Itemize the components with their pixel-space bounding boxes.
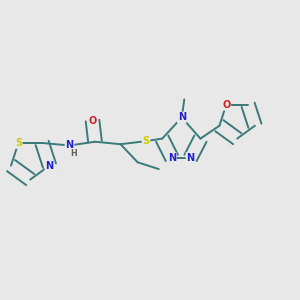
Text: S: S bbox=[142, 136, 150, 146]
Text: N: N bbox=[65, 140, 74, 151]
Text: N: N bbox=[45, 160, 53, 171]
Text: O: O bbox=[88, 116, 97, 126]
Text: N: N bbox=[178, 112, 186, 122]
Text: H: H bbox=[70, 149, 77, 158]
Text: N: N bbox=[168, 153, 176, 163]
Text: S: S bbox=[15, 138, 22, 148]
Text: N: N bbox=[186, 153, 195, 163]
Text: O: O bbox=[222, 100, 230, 110]
